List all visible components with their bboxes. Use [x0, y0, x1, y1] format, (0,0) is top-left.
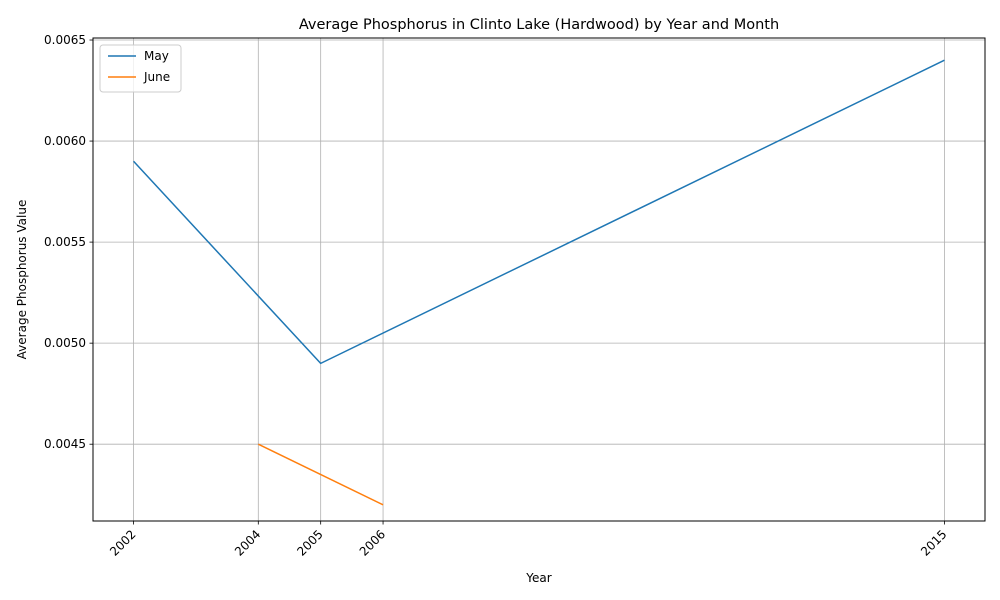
legend-label-may: May [144, 49, 169, 63]
legend-label-june: June [143, 70, 170, 84]
y-axis-label: Average Phosphorus Value [15, 200, 29, 360]
plot-frame [92, 37, 986, 522]
y-tick-label: 0.0065 [44, 33, 86, 47]
legend-box [99, 44, 182, 93]
chart-title: Average Phosphorus in Clinto Lake (Hardw… [299, 17, 779, 33]
y-axis-ticks: 0.0045 0.0050 0.0055 0.0060 0.0065 [44, 33, 93, 451]
series-line-june [257, 443, 384, 506]
y-tick-label: 0.0060 [44, 134, 86, 148]
x-axis-label: Year [525, 571, 551, 585]
grid-lines [93, 38, 985, 521]
y-tick-label: 0.0045 [44, 437, 86, 451]
series-line-may [132, 59, 945, 365]
y-tick-label: 0.0055 [44, 235, 86, 249]
y-tick-label: 0.0050 [44, 336, 86, 350]
plot-area-background [93, 38, 985, 521]
legend: May June [99, 44, 182, 93]
series-lines [132, 59, 945, 506]
